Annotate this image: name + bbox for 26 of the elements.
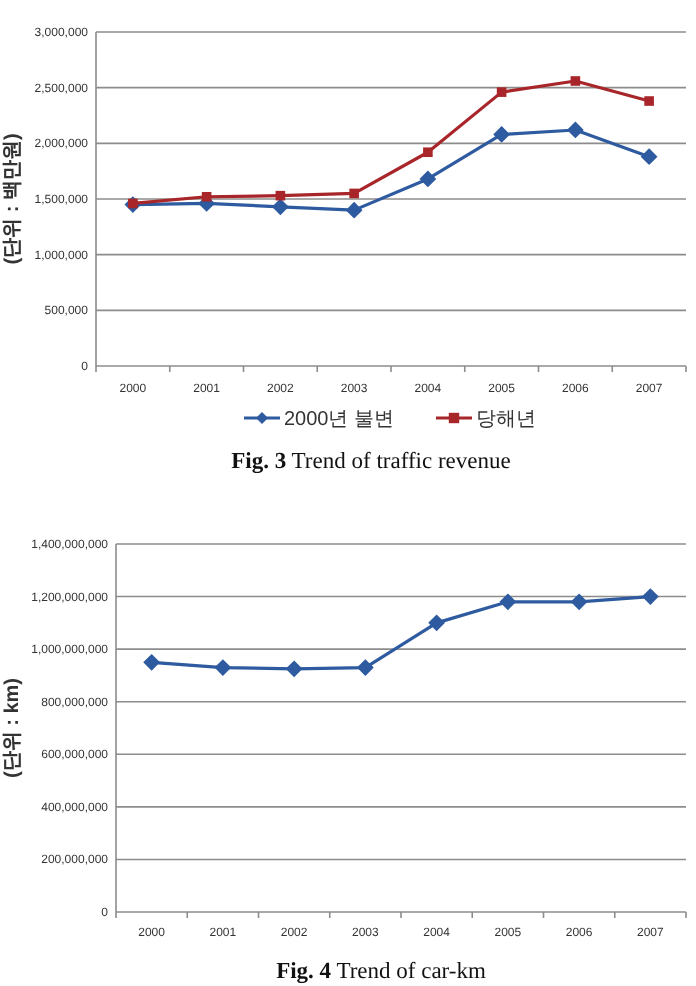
point bbox=[566, 121, 584, 139]
y-axis-title: (단위 : 백만원) bbox=[2, 133, 24, 265]
point bbox=[349, 188, 359, 199]
point bbox=[423, 147, 433, 158]
point bbox=[496, 87, 507, 97]
point bbox=[214, 659, 232, 676]
point bbox=[271, 198, 289, 216]
legend-label: 2000년 불변 bbox=[284, 409, 395, 431]
point bbox=[644, 96, 654, 106]
y-axis-title: (단위 : km) bbox=[2, 678, 24, 778]
point bbox=[570, 593, 588, 611]
point bbox=[493, 126, 511, 143]
point bbox=[345, 201, 363, 219]
point bbox=[285, 660, 303, 678]
point bbox=[419, 170, 437, 188]
point bbox=[356, 659, 374, 676]
point bbox=[499, 593, 517, 611]
point bbox=[641, 588, 659, 605]
point bbox=[201, 191, 212, 202]
text: Fig. 4 Trend of car-km bbox=[276, 960, 486, 984]
point bbox=[428, 614, 446, 632]
legend-label: 당해년 bbox=[476, 409, 536, 431]
point bbox=[570, 76, 581, 86]
point bbox=[640, 148, 658, 166]
text: Fig. 3 Trend of traffic revenue bbox=[231, 450, 511, 474]
point bbox=[143, 653, 161, 671]
